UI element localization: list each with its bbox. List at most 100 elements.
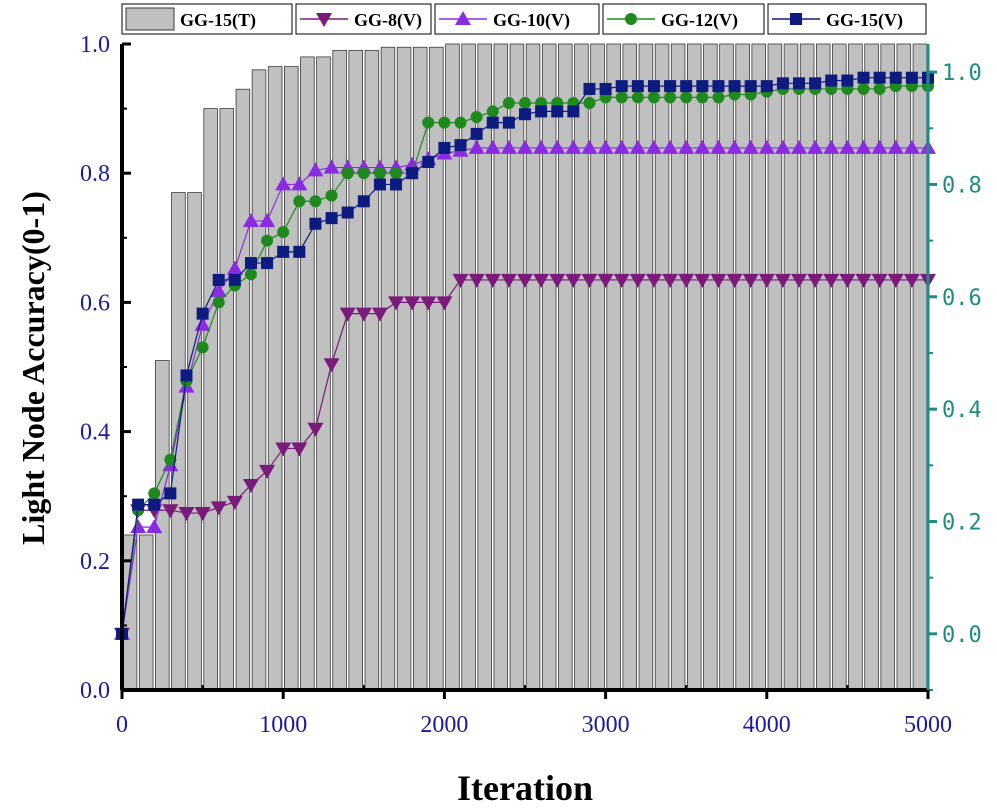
data-point [742,139,759,154]
bar [799,43,815,691]
x-tick-label: 3000 [582,712,630,738]
bar [251,69,267,691]
bar [412,46,428,691]
bar [235,88,251,691]
data-point [390,167,403,180]
data-point [259,464,276,479]
data-point [774,273,791,288]
data-point [194,507,211,522]
data-point [871,139,888,154]
data-point [339,307,356,322]
bar [525,43,541,691]
x-axis-title: Iteration [457,768,593,808]
legend-label: GG-15(T) [180,10,256,31]
data-point [228,273,241,286]
data-point [484,139,501,154]
legend-label: GG-12(V) [661,10,738,31]
data-point [519,96,531,109]
data-point [210,283,227,298]
data-point [678,139,695,154]
data-point [712,91,725,104]
data-point [581,273,598,288]
data-point [905,71,918,84]
series-gg-15-v- [116,71,934,640]
x-tick-label: 2000 [420,712,468,738]
x-tick-label: 1000 [259,712,307,738]
data-point [500,139,517,154]
legend-item: GG-15(V) [767,3,927,35]
bar [396,46,412,691]
data-point [130,519,147,534]
data-point [694,273,711,288]
data-point [823,139,840,154]
data-point [664,91,677,104]
data-point [903,273,920,288]
data-point [436,296,453,311]
data-point [146,519,163,534]
y-left-tick-label: 0.0 [80,678,110,704]
data-point [873,82,886,95]
data-point [132,498,145,511]
bar [751,43,766,691]
data-point [744,80,757,93]
data-point [807,139,824,154]
data-point [373,167,386,180]
data-point [791,273,808,288]
data-point [793,77,806,90]
bar [815,43,831,691]
y-axis-title: Light Node Accuracy(0-1) [15,191,51,545]
series-gg-8-v- [114,273,936,642]
y-right-tick-label: 1.0 [942,61,982,86]
bar [219,108,235,691]
data-point [309,195,322,208]
data-point [823,273,840,288]
data-point [776,77,789,90]
data-point [631,91,644,104]
data-point [857,82,870,95]
data-point [164,453,177,466]
bar [541,43,557,691]
data-point [517,139,533,154]
data-point [355,307,372,322]
data-point [696,80,709,93]
bar [848,43,863,691]
data-point [662,273,679,288]
data-point [726,139,743,154]
data-point [371,307,388,322]
data-point [307,422,324,437]
data-point [309,217,322,230]
bar [574,43,589,691]
data-point [873,71,886,84]
data-point [502,96,515,109]
data-point [244,257,257,270]
data-point [259,212,276,227]
data-point [647,80,660,93]
data-point [291,176,308,191]
data-point [680,80,693,93]
data-point [468,273,485,288]
data-point [341,167,354,180]
data-point [180,369,193,382]
data-point [760,80,773,93]
bar [284,66,299,691]
data-point [791,139,808,154]
data-point [613,273,630,288]
data-point [390,178,403,191]
x-tick-label: 4000 [743,712,791,738]
data-point [567,105,580,118]
data-point [565,139,582,154]
bar [477,43,492,691]
data-point [178,507,195,522]
data-point [357,195,370,208]
data-point [664,80,677,93]
data-point [517,273,533,288]
data-point [825,74,838,87]
data-point [889,71,902,84]
data-point [226,260,243,275]
y-left-tick-label: 0.8 [80,161,110,187]
data-point [277,226,290,239]
data-point [629,273,646,288]
data-point [597,139,614,154]
data-point [662,139,679,154]
y-left-tick-label: 0.4 [80,420,110,446]
